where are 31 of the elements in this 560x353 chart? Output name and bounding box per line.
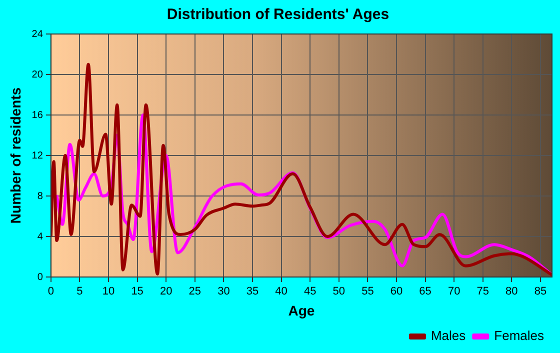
x-tick-label: 40 [275, 286, 288, 298]
y-tick-label: 16 [32, 110, 44, 121]
y-tick-label: 24 [32, 28, 44, 40]
legend-label: Females [494, 328, 544, 344]
x-tick-label: 5 [76, 286, 83, 298]
x-tick-label: 55 [362, 286, 374, 298]
x-tick-label: 85 [534, 286, 547, 298]
x-tick-label: 80 [506, 286, 518, 298]
x-tick-label: 60 [390, 286, 403, 298]
y-tick-label: 0 [37, 272, 44, 283]
x-tick-label: 15 [131, 286, 144, 298]
x-tick-label: 35 [246, 286, 259, 298]
y-tick-label: 4 [37, 231, 44, 242]
y-tick-label: 20 [32, 69, 44, 80]
x-tick-label: 45 [304, 286, 316, 298]
x-tick-label: 30 [218, 286, 230, 298]
x-tick-label: 10 [102, 286, 115, 298]
x-tick-label: 25 [188, 286, 202, 298]
x-tick-label: 50 [332, 286, 346, 298]
x-tick-label: 70 [448, 286, 460, 298]
y-axis-title: Number of residents [7, 87, 24, 224]
y-tick-label: 8 [37, 190, 44, 202]
x-tick-label: 75 [476, 286, 490, 298]
legend-label: Males [430, 328, 466, 344]
line-series [50, 62, 552, 276]
chart-title: Distribution of Residents' Ages [166, 6, 390, 24]
y-tick-label: 12 [32, 150, 44, 162]
x-tick-label: 20 [160, 286, 172, 298]
x-tick-label: 65 [419, 286, 432, 298]
x-tick-label: 0 [48, 286, 54, 298]
x-axis-title: Age [288, 302, 315, 318]
